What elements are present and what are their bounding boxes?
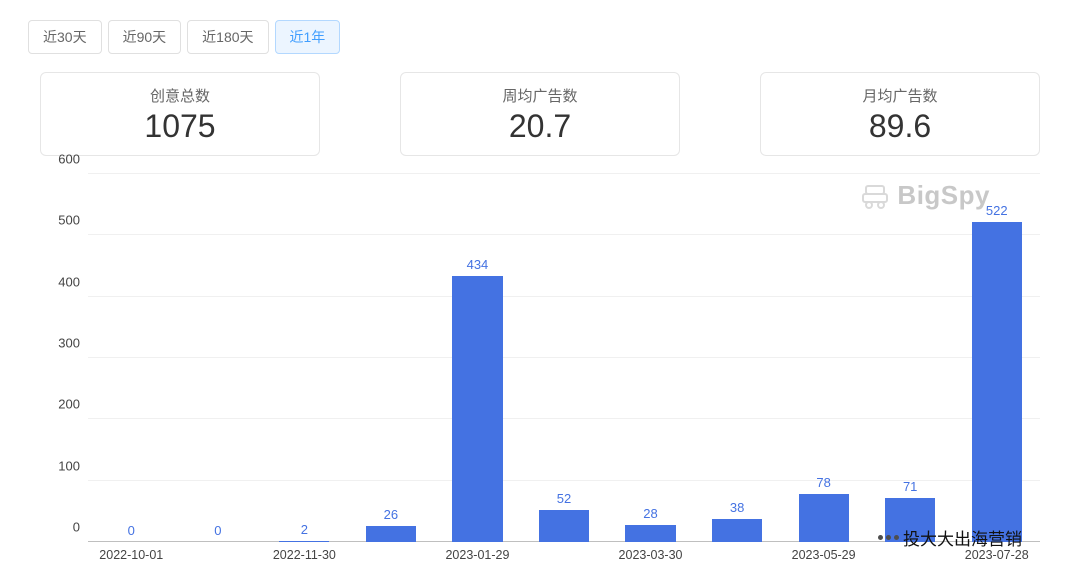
grid-line bbox=[88, 173, 1040, 174]
bar-label-6: 28 bbox=[643, 506, 657, 521]
bar-label-4: 434 bbox=[467, 257, 489, 272]
plot-area: 0100200300400500600002264345228387871522 bbox=[88, 174, 1040, 542]
bar-label-3: 26 bbox=[384, 507, 398, 522]
y-tick-label: 500 bbox=[40, 213, 80, 228]
x-tick-label-1: 2022-11-30 bbox=[273, 548, 336, 562]
kpi-card-0: 创意总数1075 bbox=[40, 72, 320, 156]
tab-1[interactable]: 近90天 bbox=[108, 20, 182, 54]
bar-label-8: 78 bbox=[816, 475, 830, 490]
x-tick-label-2: 2023-01-29 bbox=[445, 548, 509, 562]
y-tick-label: 400 bbox=[40, 274, 80, 289]
bar-label-2: 2 bbox=[301, 522, 308, 537]
y-tick-label: 100 bbox=[40, 458, 80, 473]
grid-line bbox=[88, 296, 1040, 297]
x-tick-label-5: 2023-07-28 bbox=[965, 548, 1029, 562]
bar-label-9: 71 bbox=[903, 479, 917, 494]
bar-8 bbox=[799, 494, 849, 542]
y-tick-label: 600 bbox=[40, 152, 80, 167]
x-axis-labels: 2022-10-01 2022-11-30 2023-01-29 2023-03-30… bbox=[88, 548, 1040, 568]
grid-line bbox=[88, 357, 1040, 358]
bar-7 bbox=[712, 519, 762, 542]
tab-0[interactable]: 近30天 bbox=[28, 20, 102, 54]
kpi-label: 创意总数 bbox=[41, 85, 319, 106]
bar-label-5: 52 bbox=[557, 491, 571, 506]
bar-10 bbox=[972, 222, 1022, 542]
kpi-card-2: 月均广告数89.6 bbox=[760, 72, 1040, 156]
grid-line bbox=[88, 418, 1040, 419]
y-tick-label: 0 bbox=[40, 520, 80, 535]
kpi-card-1: 周均广告数20.7 bbox=[400, 72, 680, 156]
bar-9 bbox=[885, 498, 935, 542]
bar-6 bbox=[625, 525, 675, 542]
kpi-value: 89.6 bbox=[761, 108, 1039, 145]
bar-4 bbox=[452, 276, 502, 542]
bar-3 bbox=[366, 526, 416, 542]
grid-line bbox=[88, 480, 1040, 481]
x-tick-label-3: 2023-03-30 bbox=[619, 548, 683, 562]
bar-label-10: 522 bbox=[986, 203, 1008, 218]
x-tick-label-0: 2022-10-01 bbox=[99, 548, 163, 562]
x-tick-label-4: 2023-05-29 bbox=[792, 548, 856, 562]
kpi-label: 月均广告数 bbox=[761, 85, 1039, 106]
tab-2[interactable]: 近180天 bbox=[187, 20, 268, 54]
kpi-row: 创意总数1075 周均广告数20.7 月均广告数89.6 bbox=[20, 72, 1060, 156]
bar-label-0: 0 bbox=[128, 523, 135, 538]
bar-chart: BigSpy 010020030040050060000226434522838… bbox=[28, 174, 1052, 574]
kpi-value: 20.7 bbox=[401, 108, 679, 145]
y-tick-label: 200 bbox=[40, 397, 80, 412]
kpi-label: 周均广告数 bbox=[401, 85, 679, 106]
kpi-value: 1075 bbox=[41, 108, 319, 145]
tab-3[interactable]: 近1年 bbox=[275, 20, 341, 54]
time-range-tabs: 近30天近90天近180天近1年 bbox=[28, 20, 1060, 54]
bar-5 bbox=[539, 510, 589, 542]
bar-2 bbox=[279, 541, 329, 542]
grid-line bbox=[88, 234, 1040, 235]
y-tick-label: 300 bbox=[40, 336, 80, 351]
bar-label-7: 38 bbox=[730, 500, 744, 515]
bar-label-1: 0 bbox=[214, 523, 221, 538]
